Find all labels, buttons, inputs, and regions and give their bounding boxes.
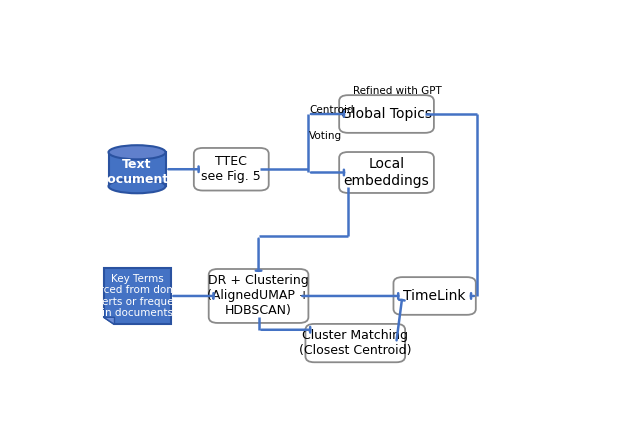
Text: Refined with GPT: Refined with GPT (353, 86, 442, 96)
FancyBboxPatch shape (339, 152, 434, 193)
FancyBboxPatch shape (209, 269, 308, 323)
FancyBboxPatch shape (109, 152, 166, 186)
Text: Local
embeddings: Local embeddings (344, 157, 429, 188)
Text: Global Topics: Global Topics (341, 107, 432, 121)
Text: TimeLink: TimeLink (403, 289, 466, 303)
Ellipse shape (109, 145, 166, 160)
Text: Cluster Matching
(Closest Centroid): Cluster Matching (Closest Centroid) (299, 329, 412, 357)
Polygon shape (104, 268, 170, 325)
FancyBboxPatch shape (305, 324, 405, 362)
Polygon shape (104, 317, 115, 325)
Text: Centroid: Centroid (309, 105, 354, 115)
FancyBboxPatch shape (194, 148, 269, 190)
FancyBboxPatch shape (394, 277, 476, 315)
Text: Key Terms
sourced from domain
experts or frequency
in documents: Key Terms sourced from domain experts or… (81, 273, 193, 318)
Text: DR + Clustering
(AlignedUMAP +
HDBSCAN): DR + Clustering (AlignedUMAP + HDBSCAN) (207, 274, 310, 317)
Text: TTEC
see Fig. 5: TTEC see Fig. 5 (202, 155, 261, 183)
Text: Text
Documents: Text Documents (98, 159, 177, 187)
Ellipse shape (109, 179, 166, 193)
FancyBboxPatch shape (339, 95, 434, 133)
Text: Voting: Voting (309, 131, 342, 141)
